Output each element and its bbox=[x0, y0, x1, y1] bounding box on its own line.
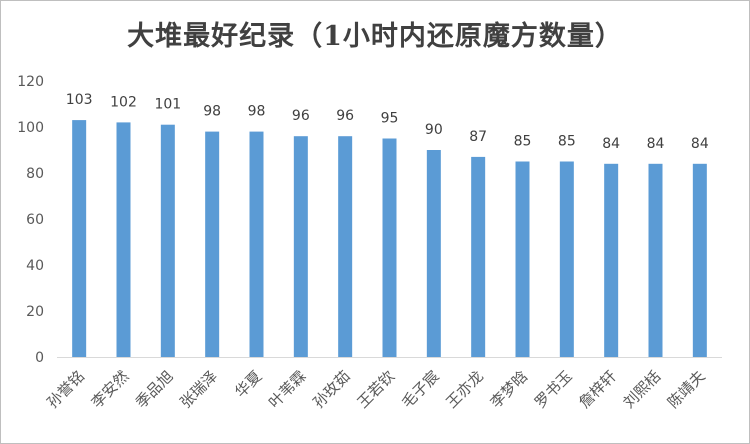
bar bbox=[338, 136, 353, 357]
category-label: 陈靖夫 bbox=[664, 367, 709, 412]
bar-series bbox=[72, 120, 707, 358]
category-label: 王亦龙 bbox=[442, 367, 487, 412]
data-label: 85 bbox=[514, 134, 532, 150]
category-label: 孙誉铭 bbox=[43, 367, 88, 412]
bar bbox=[249, 131, 264, 357]
bar bbox=[692, 163, 707, 357]
data-label: 84 bbox=[691, 136, 709, 152]
y-tick-label: 100 bbox=[17, 120, 44, 136]
data-label: 85 bbox=[558, 134, 576, 150]
bar bbox=[604, 163, 619, 357]
data-label: 101 bbox=[154, 97, 181, 113]
bar bbox=[426, 150, 441, 357]
data-label: 84 bbox=[602, 136, 620, 152]
y-tick-label: 0 bbox=[35, 350, 44, 366]
data-label: 98 bbox=[248, 104, 266, 120]
category-label: 李安然 bbox=[88, 367, 133, 412]
category-label: 张瑞泽 bbox=[176, 367, 221, 412]
bar bbox=[471, 156, 486, 357]
y-tick-label: 40 bbox=[26, 258, 44, 274]
y-tick-label: 60 bbox=[26, 212, 44, 228]
y-tick-label: 120 bbox=[17, 74, 44, 90]
bar bbox=[559, 161, 574, 357]
data-label: 98 bbox=[203, 104, 221, 120]
data-label: 103 bbox=[66, 92, 93, 108]
x-axis: 孙誉铭 李安然 季品旭 张瑞泽 华夏 叶苇霖 孙玫茹 王若钦 毛子宸 王亦龙 李梦晗 罗书玉 詹梓轩 刘熙… bbox=[43, 367, 708, 412]
bar bbox=[382, 138, 397, 357]
category-label: 罗书玉 bbox=[531, 367, 576, 412]
category-label: 叶苇霖 bbox=[265, 367, 310, 412]
data-label: 95 bbox=[381, 111, 399, 127]
bar bbox=[515, 161, 530, 357]
data-label: 87 bbox=[469, 129, 487, 145]
bar bbox=[293, 136, 308, 357]
category-label: 毛子宸 bbox=[398, 367, 443, 412]
data-label: 96 bbox=[336, 108, 354, 124]
data-labels: 103 102 101 98 98 96 96 95 90 87 85 85 84 84 84 bbox=[66, 92, 709, 152]
category-label: 王若钦 bbox=[354, 367, 399, 412]
category-label: 孙玫茹 bbox=[309, 367, 354, 412]
y-tick-label: 80 bbox=[26, 166, 44, 182]
bar bbox=[160, 124, 175, 357]
y-tick-label: 20 bbox=[26, 304, 44, 320]
bar bbox=[205, 131, 220, 357]
data-label: 96 bbox=[292, 108, 310, 124]
category-label: 李梦晗 bbox=[487, 367, 532, 412]
data-label: 90 bbox=[425, 122, 443, 138]
y-axis: 0 20 40 60 80 100 120 bbox=[17, 74, 44, 366]
bar bbox=[648, 163, 663, 357]
bar bbox=[116, 122, 131, 358]
category-label: 季品旭 bbox=[132, 367, 177, 412]
category-label: 詹梓轩 bbox=[575, 367, 620, 412]
bar bbox=[72, 120, 87, 357]
category-label: 华夏 bbox=[231, 367, 265, 401]
chart-title: 大堆最好纪录（1小时内还原魔方数量） bbox=[127, 21, 623, 52]
category-label: 刘熙栝 bbox=[620, 367, 665, 412]
data-label: 102 bbox=[110, 94, 137, 110]
data-label: 84 bbox=[647, 136, 665, 152]
